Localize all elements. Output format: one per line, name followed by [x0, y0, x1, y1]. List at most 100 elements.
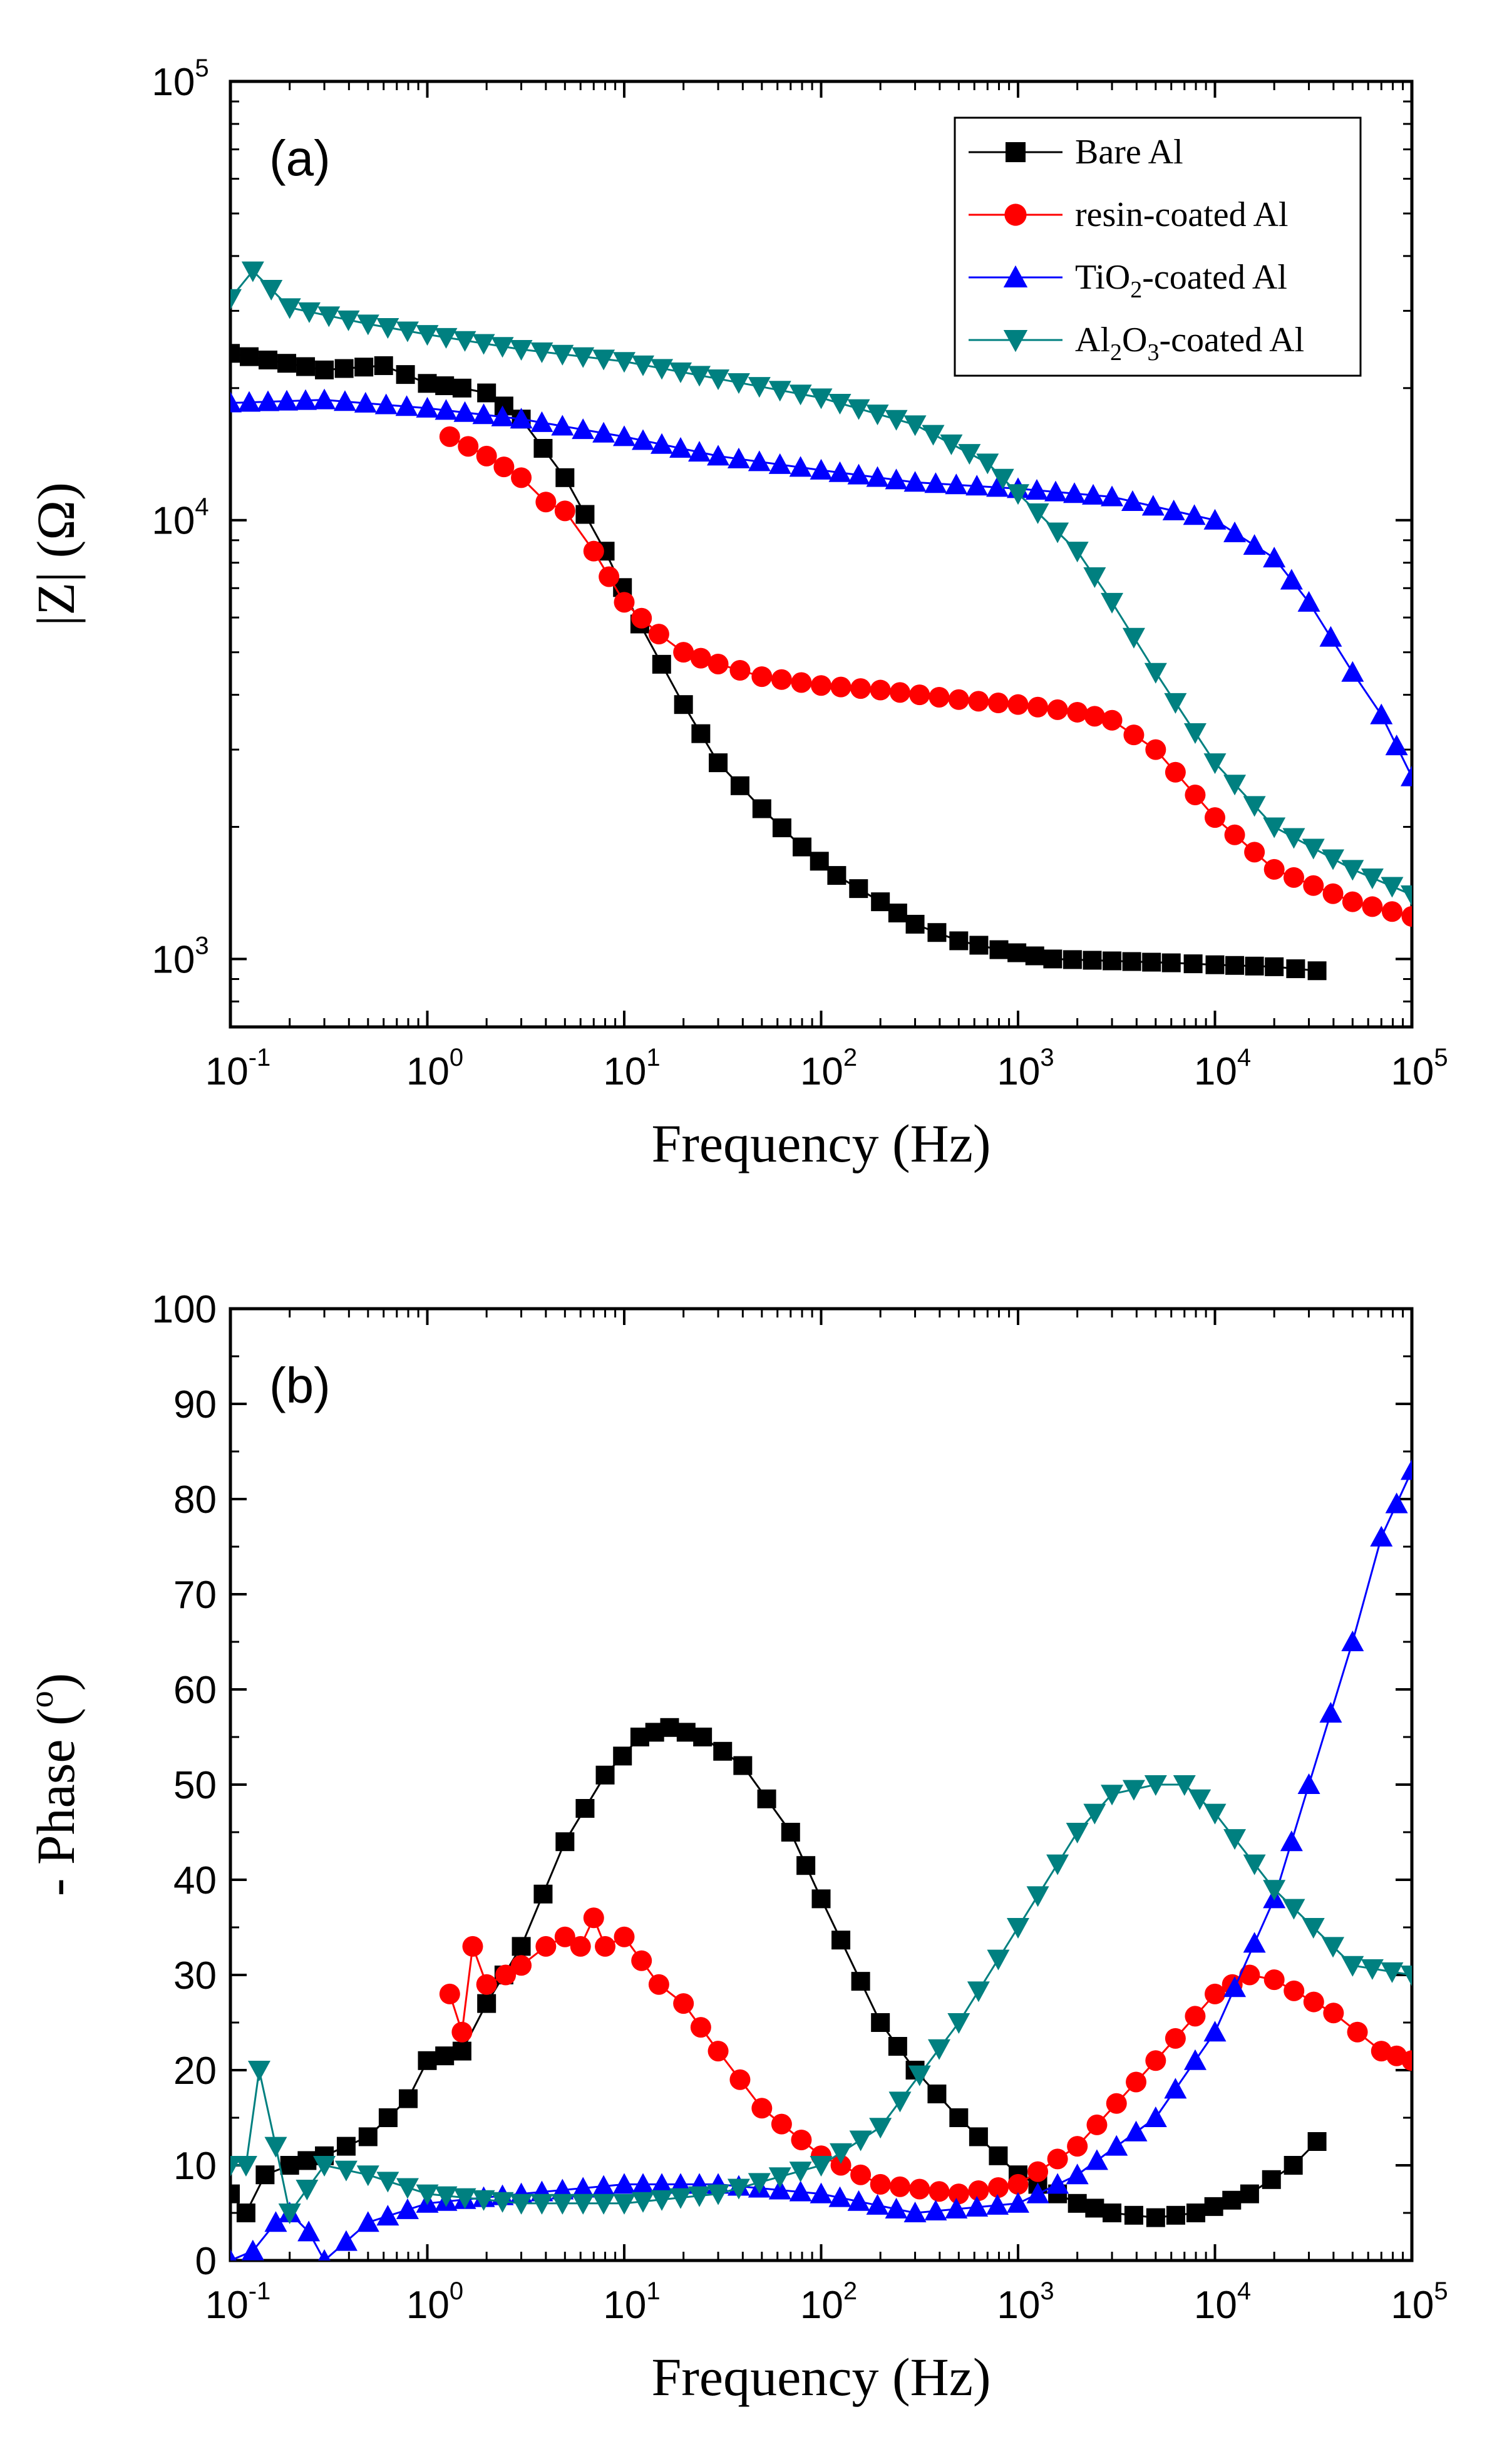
data-point [632, 429, 655, 450]
data-point [374, 356, 393, 375]
data-point [1263, 547, 1286, 568]
data-point [491, 2192, 514, 2213]
data-point [1280, 1830, 1303, 1852]
data-point [462, 1936, 483, 1957]
data-point [1205, 955, 1225, 974]
data-point [551, 2193, 574, 2215]
data-point [965, 475, 989, 496]
data-point [472, 2190, 495, 2211]
data-point [1144, 662, 1167, 684]
y-tick-label: 60 [173, 1669, 217, 1712]
data-point [885, 468, 908, 490]
data-point [453, 401, 476, 422]
data-point [1224, 824, 1245, 845]
data-point [1322, 883, 1344, 904]
data-point [230, 289, 242, 310]
data-point [396, 2178, 419, 2199]
data-point [1106, 2093, 1127, 2114]
data-point [435, 376, 455, 396]
data-point [1347, 2021, 1368, 2043]
data-point [264, 2211, 287, 2232]
data-point [810, 852, 829, 871]
data-point [354, 391, 377, 413]
data-point [1084, 706, 1105, 727]
data-series [230, 1459, 1412, 2260]
data-point [811, 1889, 831, 1909]
data-point [1284, 1980, 1305, 2001]
data-point [768, 453, 791, 474]
data-point [989, 2146, 1008, 2165]
data-point [510, 340, 533, 361]
data-point [866, 466, 889, 487]
data-point [830, 2155, 852, 2176]
data-point [613, 352, 635, 373]
data-point [1280, 569, 1303, 590]
data-point [297, 2151, 317, 2170]
data-point [748, 377, 771, 398]
x-axis-label: Frequency (Hz) [651, 1113, 990, 1173]
y-tick-label: 80 [173, 1478, 217, 1522]
data-point [435, 2046, 455, 2066]
data-point [903, 471, 927, 492]
data-point [1068, 2193, 1087, 2213]
data-point [234, 2156, 257, 2177]
legend-label: Bare Al [1075, 133, 1183, 172]
data-point [1303, 1991, 1324, 2013]
data-point [888, 2091, 912, 2113]
data-point [399, 2089, 418, 2108]
data-point [958, 444, 981, 465]
data-point [751, 666, 773, 688]
data-point [614, 592, 635, 613]
data-point [1401, 1459, 1412, 1480]
data-point [247, 2061, 270, 2081]
data-point [885, 410, 908, 431]
data-point [1082, 483, 1105, 505]
data-point [1341, 661, 1364, 682]
data-point [945, 473, 968, 495]
legend-item: resin-coated Al [969, 195, 1289, 234]
data-point [1103, 2204, 1122, 2222]
data-point [673, 642, 694, 663]
y-axis: 0 10 20 30 40 50 60 70 80 90 100 [152, 1288, 1412, 2283]
data-point [493, 456, 515, 478]
data-point [810, 2182, 833, 2204]
x-tick-label: 103 [997, 2277, 1054, 2327]
data-point [849, 2130, 872, 2152]
data-point [1144, 2106, 1167, 2127]
data-point [847, 399, 870, 420]
data-point [969, 936, 989, 955]
data-point [1381, 1962, 1404, 1983]
data-point [929, 686, 950, 708]
data-point [572, 2177, 595, 2198]
y-axis-label: - Phase (o) [23, 1673, 86, 1897]
data-point [648, 1974, 669, 1995]
data-point [476, 445, 497, 467]
data-point [477, 383, 497, 403]
data-point [828, 461, 852, 482]
data-point [1124, 2120, 1148, 2142]
data-point [396, 365, 415, 384]
data-point [1322, 849, 1345, 870]
data-point [986, 476, 1009, 497]
data-point [453, 331, 476, 352]
data-point [510, 2193, 533, 2215]
data-point [278, 298, 301, 319]
y-tick-label: 50 [173, 1764, 217, 1807]
data-point [669, 362, 692, 383]
data-point [1185, 2006, 1206, 2027]
data-point [752, 799, 771, 818]
data-point [535, 492, 557, 513]
data-point [1381, 877, 1404, 898]
data-point [789, 456, 812, 477]
data-point [551, 344, 574, 366]
data-point [297, 302, 321, 323]
x-tick-label: 101 [603, 1044, 660, 1093]
data-point [583, 1907, 604, 1929]
data-point [277, 354, 297, 373]
data-point [1083, 567, 1106, 589]
data-point [511, 467, 532, 488]
y-tick-label: 105 [152, 54, 208, 104]
data-point [238, 391, 261, 412]
data-point [554, 1926, 575, 1947]
